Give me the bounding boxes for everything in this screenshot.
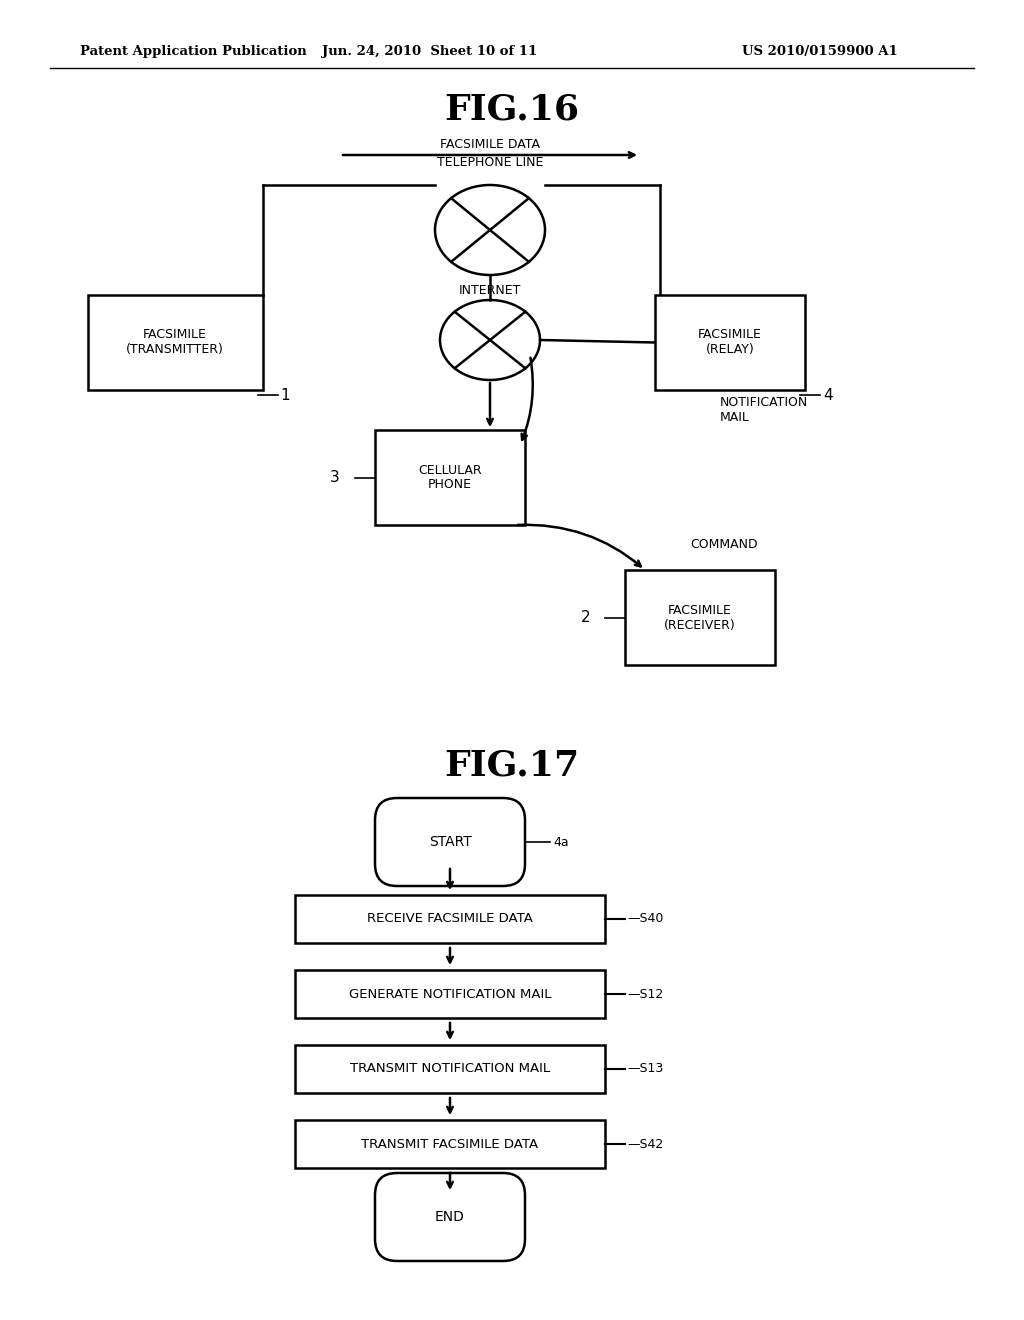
Text: —S13: —S13 [627,1063,664,1076]
Text: FIG.16: FIG.16 [444,92,580,127]
Text: 3: 3 [331,470,340,484]
Bar [625,570,775,665]
Text: US 2010/0159900 A1: US 2010/0159900 A1 [742,45,898,58]
Text: 1: 1 [281,388,290,403]
Text: FACSIMILE
(TRANSMITTER): FACSIMILE (TRANSMITTER) [126,329,224,356]
Bar [87,294,262,389]
Bar [295,895,605,942]
Text: 2: 2 [581,610,590,624]
Bar [655,294,805,389]
Text: RECEIVE FACSIMILE DATA: RECEIVE FACSIMILE DATA [367,912,532,925]
Text: TELEPHONE LINE: TELEPHONE LINE [437,156,543,169]
Text: 4: 4 [823,388,833,403]
Bar [295,1119,605,1168]
Text: FIG.17: FIG.17 [444,748,580,781]
Text: TRANSMIT NOTIFICATION MAIL: TRANSMIT NOTIFICATION MAIL [350,1063,550,1076]
Text: NOTIFICATION
MAIL: NOTIFICATION MAIL [720,396,808,424]
Text: START: START [429,836,471,849]
Text: COMMAND: COMMAND [690,539,758,552]
Bar [295,1045,605,1093]
Text: Jun. 24, 2010  Sheet 10 of 11: Jun. 24, 2010 Sheet 10 of 11 [323,45,538,58]
Text: INTERNET: INTERNET [459,284,521,297]
Text: CELLULAR
PHONE: CELLULAR PHONE [418,463,482,491]
Text: 4a: 4a [553,836,568,849]
Text: —S40: —S40 [627,912,664,925]
Text: FACSIMILE DATA: FACSIMILE DATA [440,139,540,152]
Text: TRANSMIT FACSIMILE DATA: TRANSMIT FACSIMILE DATA [361,1138,539,1151]
Text: FACSIMILE
(RELAY): FACSIMILE (RELAY) [698,329,762,356]
Bar [375,430,525,525]
Text: —S12: —S12 [627,987,664,1001]
Text: Patent Application Publication: Patent Application Publication [80,45,307,58]
Text: —S42: —S42 [627,1138,664,1151]
Text: FACSIMILE
(RECEIVER): FACSIMILE (RECEIVER) [665,603,736,631]
Text: GENERATE NOTIFICATION MAIL: GENERATE NOTIFICATION MAIL [349,987,551,1001]
Bar [295,970,605,1018]
FancyBboxPatch shape [375,1173,525,1261]
Text: END: END [435,1210,465,1224]
FancyBboxPatch shape [375,799,525,886]
